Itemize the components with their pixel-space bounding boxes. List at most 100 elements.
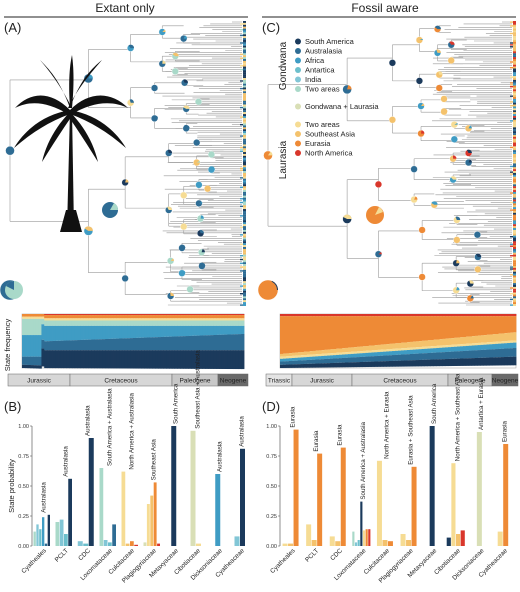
bar — [234, 536, 240, 546]
legend-label: South America — [305, 37, 355, 46]
y-tick-label: 0.75 — [18, 454, 29, 460]
y-tick-label: 0.25 — [18, 514, 29, 520]
bar-annotation: North America + Eurasia — [384, 391, 391, 459]
legend-swatch — [295, 131, 301, 137]
legend-swatch — [295, 57, 301, 64]
bar-annotation: Australasia — [63, 446, 70, 477]
area-legend: Gondwana Laurasia South AmericaAustralas… — [278, 37, 379, 179]
state-frequency-strip-fossil — [279, 313, 517, 369]
node-pie — [193, 139, 201, 147]
panel-label-d: (D) — [262, 399, 280, 414]
bar — [365, 529, 368, 546]
legend-laurasia-title: Laurasia — [278, 140, 289, 179]
bar — [497, 531, 503, 546]
timescale-label: Jurassic — [27, 378, 52, 385]
bar — [190, 430, 196, 546]
bar-annotation: Australasia — [85, 405, 92, 436]
node-pie — [388, 116, 397, 124]
bar — [153, 482, 157, 546]
y-tick-label: 0.75 — [266, 454, 277, 460]
node-pie — [5, 145, 15, 156]
title-extant-only: Extant only — [95, 1, 154, 15]
node-pie — [450, 135, 458, 143]
timescale-label: Triassic — [268, 378, 291, 385]
y-tick-label: 0.00 — [18, 544, 29, 550]
bar — [354, 542, 358, 546]
bar — [44, 543, 48, 546]
y-tick-label: 1.00 — [266, 424, 277, 430]
node-pie — [410, 165, 418, 173]
node-pie — [374, 180, 383, 188]
bar — [368, 529, 371, 546]
bar — [83, 543, 89, 546]
node-pie — [374, 250, 383, 258]
bar-annotation: Australasia — [239, 416, 246, 447]
y-tick-label: 0.25 — [266, 514, 277, 520]
legend-label: Southeast Asia — [305, 130, 356, 139]
timescale-label: Cretaceous — [104, 378, 138, 385]
legend-swatch — [295, 67, 301, 73]
bar — [317, 453, 323, 546]
bar — [406, 540, 412, 546]
legend-swatch — [295, 140, 301, 147]
node-pie — [195, 199, 203, 207]
bar — [451, 463, 456, 546]
node-pie — [171, 67, 179, 75]
bar — [157, 543, 160, 546]
tree-nodes — [257, 25, 491, 303]
x-category-label: PCLT — [304, 547, 320, 563]
bar-annotation: Eurasia — [502, 420, 509, 442]
bar — [36, 524, 39, 546]
bar — [306, 524, 312, 546]
timescale-label: Paleogene — [454, 378, 485, 385]
bar — [376, 460, 382, 546]
timescale-fossil: Triassic Jurassic Cretaceous Paleogene Neoge… — [265, 373, 519, 387]
legend-swatch — [295, 103, 301, 110]
bar — [143, 542, 147, 546]
bar — [456, 534, 461, 546]
root-node-pie — [5, 281, 23, 299]
x-category-label: PCLT — [54, 547, 70, 563]
x-category-label: CDC — [77, 547, 92, 562]
state-frequency-label: State frequency — [3, 318, 12, 371]
root-node-pie — [259, 281, 277, 299]
node-pie — [150, 84, 159, 92]
bar — [108, 542, 112, 546]
bar — [134, 544, 138, 546]
bar-annotation: South America + Australasia — [107, 388, 114, 466]
bar-annotation: Antartica + Eurasia — [478, 377, 485, 430]
node-pie — [447, 56, 455, 65]
bar — [215, 474, 221, 546]
legend-label: Two areas — [305, 120, 340, 129]
node-pie — [418, 226, 426, 234]
state-frequency-strip-extant — [21, 313, 245, 370]
y-tick-label: 0.50 — [18, 484, 29, 490]
bar — [59, 519, 64, 546]
panel-label-c: (C) — [262, 20, 280, 35]
bar — [121, 471, 126, 546]
bar — [112, 524, 116, 546]
bar — [311, 540, 317, 546]
bar-annotation: Southeast Asia — [151, 439, 158, 481]
node-pie — [193, 158, 201, 167]
bar — [352, 531, 355, 546]
x-category-label: Cyatheales — [20, 547, 48, 575]
node-pie — [195, 181, 203, 189]
legend-label: North America — [305, 149, 353, 158]
node-pie — [435, 84, 443, 92]
crown-node-pie — [366, 206, 384, 224]
legend-swatch — [295, 121, 301, 128]
bar — [282, 543, 288, 546]
crown-node-pie — [102, 202, 119, 218]
x-category-label: Cyatheales — [269, 547, 297, 575]
bar — [77, 541, 83, 546]
bar — [357, 540, 360, 546]
bar — [360, 501, 363, 546]
bar — [68, 478, 72, 546]
bar — [476, 432, 482, 546]
bar — [146, 504, 150, 546]
bar — [387, 541, 393, 546]
tree-nodes — [0, 25, 224, 302]
legend-label: Africa — [305, 56, 325, 65]
